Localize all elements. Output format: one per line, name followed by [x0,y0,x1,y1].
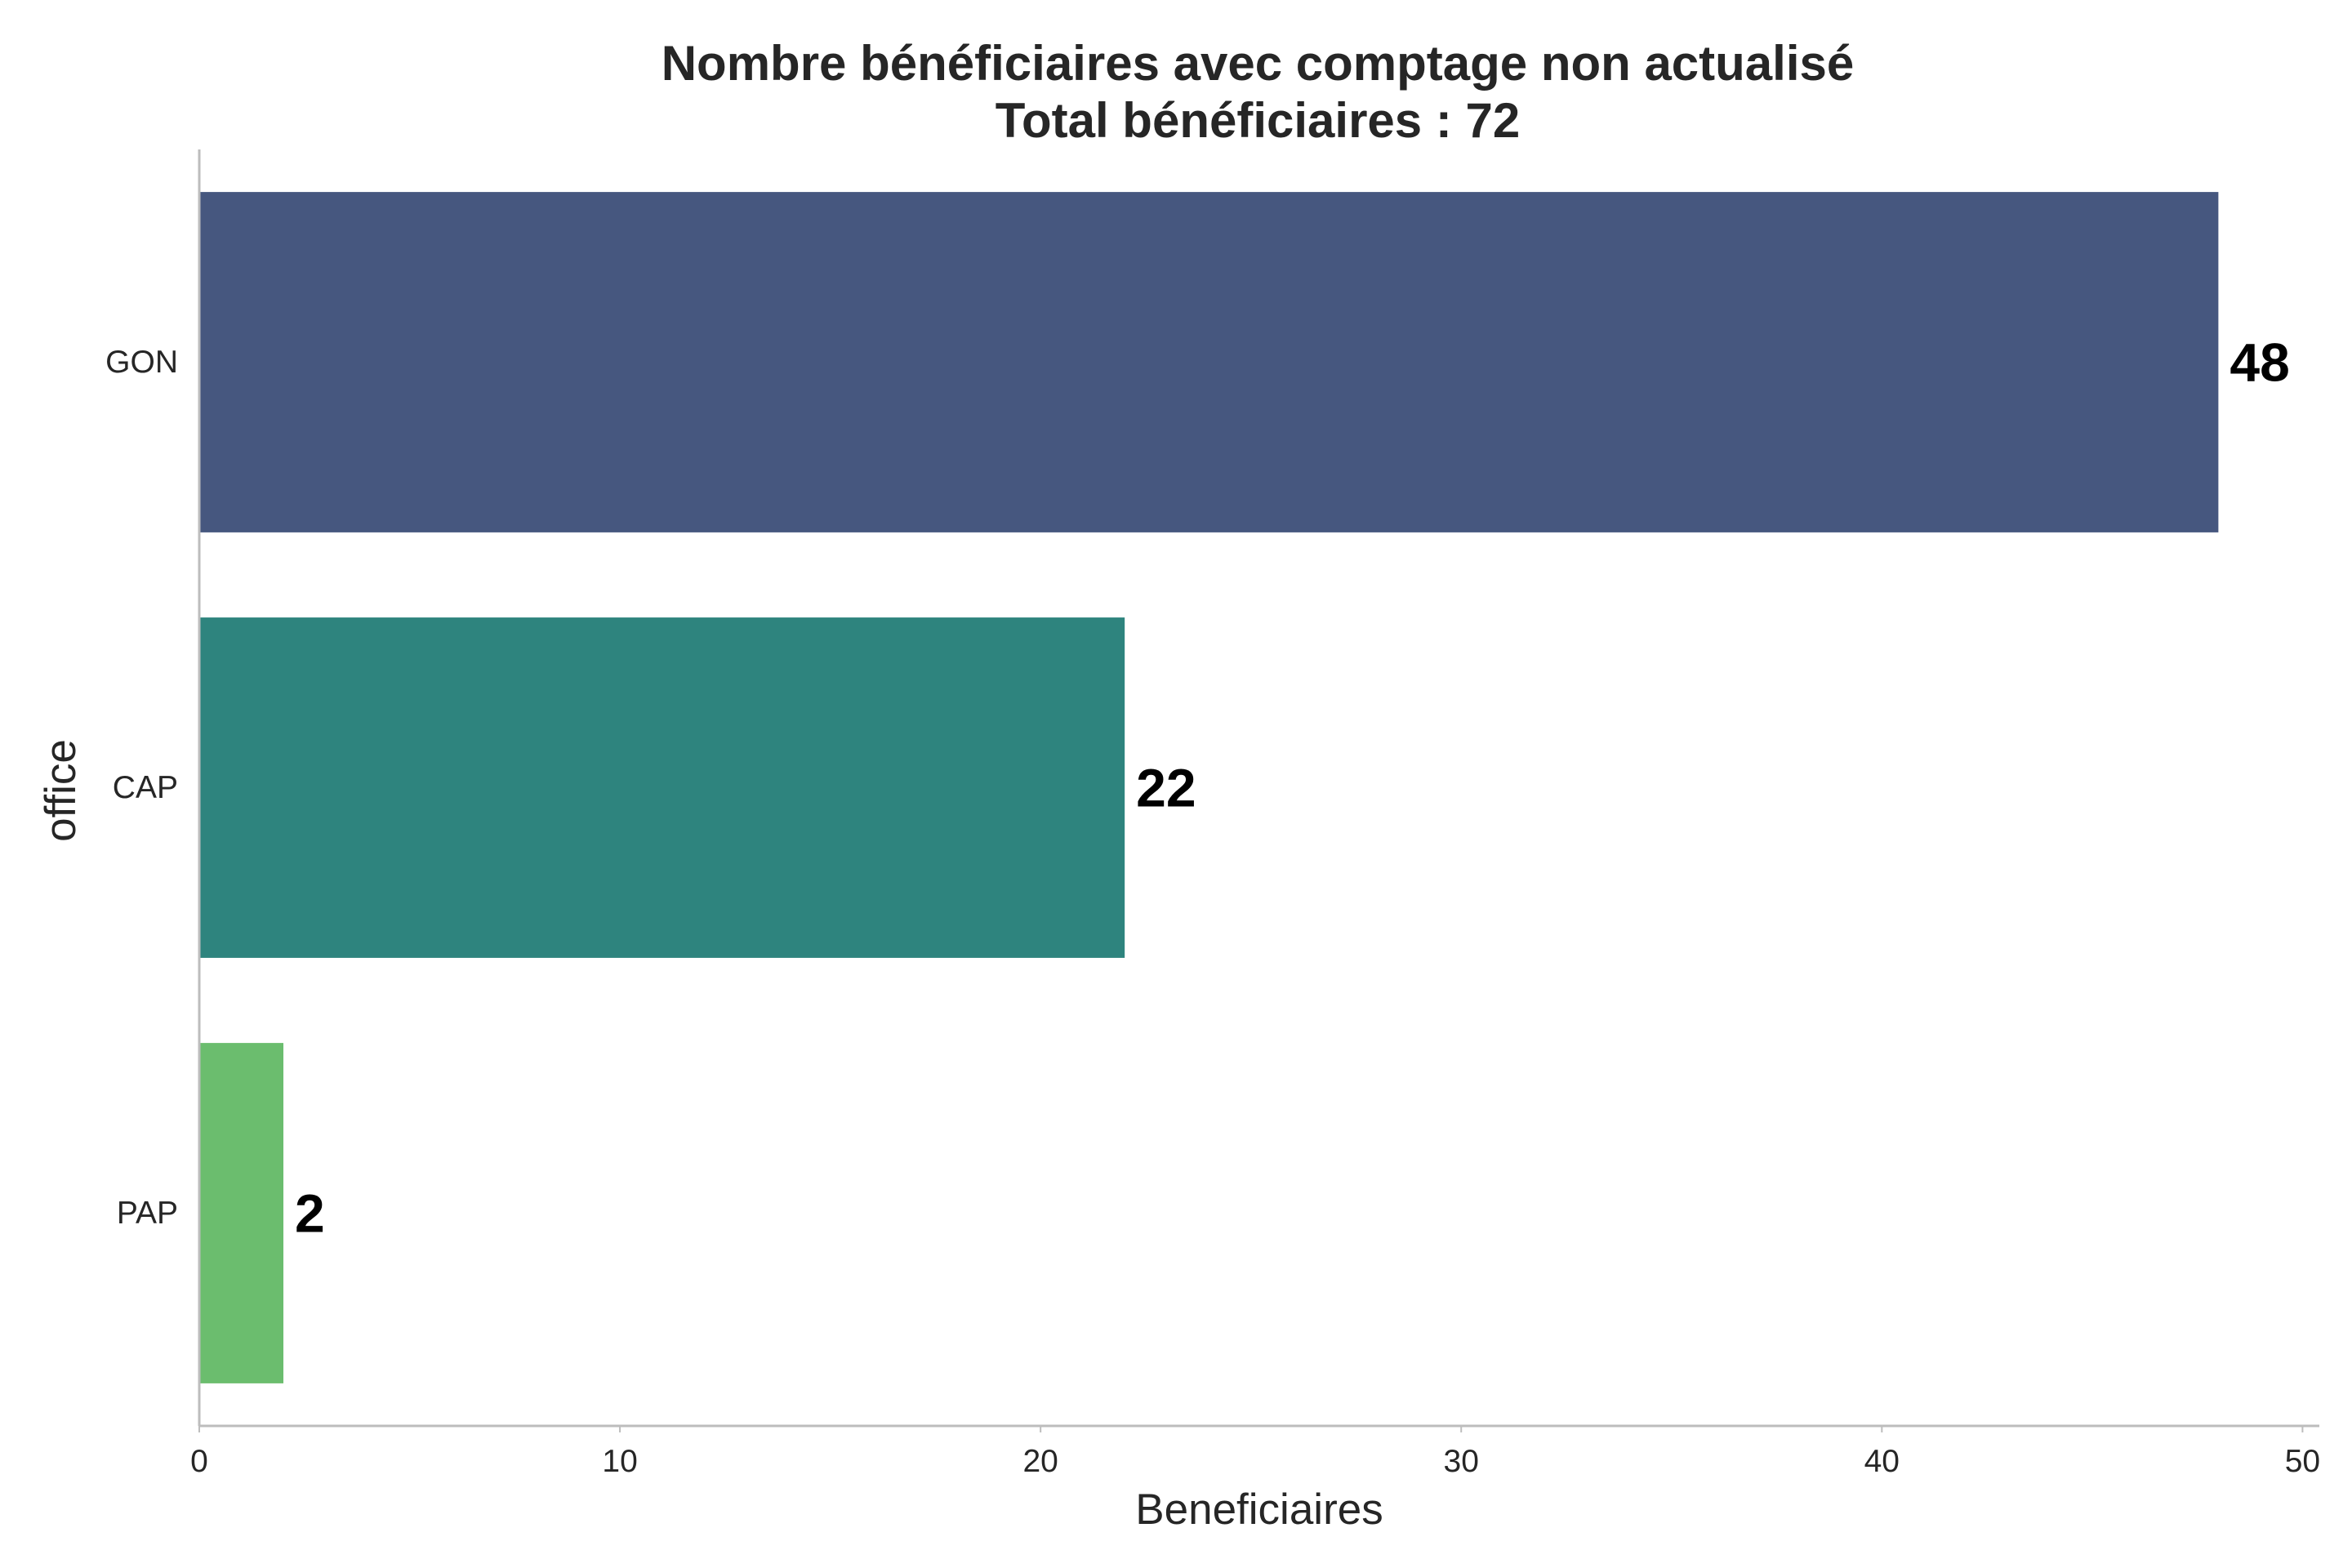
x-tick-labels: 0 10 20 30 40 50 [190,1426,2320,1479]
chart-subtitle: Total bénéficiaires : 72 [996,93,1520,148]
x-tick-label: 20 [1022,1444,1058,1479]
data-label-cap: 22 [1136,758,1196,818]
axes-layer [198,149,2319,1428]
chart-title-group: Nombre bénéficiaires avec comptage non a… [662,36,1855,148]
x-tick-label: 10 [602,1444,637,1479]
x-tick-label: 50 [2285,1444,2320,1479]
y-tick-label-pap: PAP [117,1196,178,1231]
x-tick-label: 0 [190,1444,208,1479]
y-tick-label-cap: CAP [113,770,178,805]
y-axis-label: office [37,739,85,842]
data-label-gon: 48 [2230,332,2289,393]
x-tick-label: 40 [1864,1444,1900,1479]
y-tick-labels: GON CAP PAP [105,345,178,1231]
y-tick-label-gon: GON [105,345,178,380]
data-label-pap: 2 [295,1183,325,1244]
bars-layer [199,192,2219,1383]
chart-title: Nombre bénéficiaires avec comptage non a… [662,36,1855,91]
x-tick-label: 30 [1444,1444,1479,1479]
x-axis-label: Beneficiaires [1135,1486,1383,1534]
bar-pap [199,1043,284,1383]
bar-gon [199,192,2219,532]
bar-cap [199,617,1125,958]
